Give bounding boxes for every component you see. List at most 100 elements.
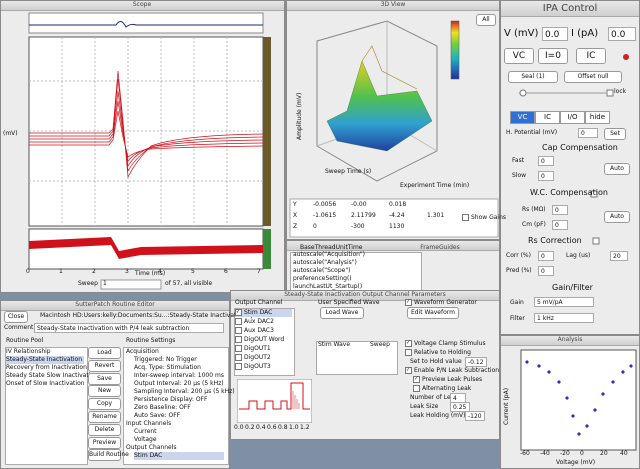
title-bar — [501, 1, 639, 17]
label: -4.24 — [389, 212, 405, 219]
label: Steady-State Inactivation — [6, 356, 84, 364]
label: 1130 — [389, 223, 405, 230]
label: Output Channel — [235, 299, 283, 306]
tab[interactable]: I/O — [560, 111, 585, 124]
button[interactable]: Close — [4, 311, 28, 323]
title-bar — [1, 1, 284, 11]
label: IPA Control — [542, 3, 598, 14]
label: 2.11799 — [351, 212, 376, 219]
label: Set to Hold value — [410, 358, 462, 365]
button[interactable]: Seal (1) — [508, 71, 558, 83]
label: 6 — [224, 268, 228, 275]
label: Steady-State Inactivation Output Channel… — [284, 291, 446, 298]
label: Filter — [510, 315, 525, 322]
label: Output Channels — [126, 444, 177, 451]
input-field: 0.0 — [542, 27, 568, 41]
label: Cap Compensation — [542, 143, 618, 152]
label: Slow — [512, 172, 527, 179]
button[interactable]: Save — [88, 372, 121, 385]
button[interactable]: Rename — [88, 411, 121, 423]
label: Onset of Slow Inactivation — [6, 380, 85, 387]
label: 1.301 — [427, 212, 445, 219]
label: Current — [134, 428, 157, 435]
label: DigOUT1 — [235, 345, 292, 353]
label: 0 — [580, 450, 584, 457]
button[interactable]: Load — [88, 347, 121, 359]
label: Alternating Leak — [413, 385, 471, 393]
waveform-plot — [237, 379, 312, 423]
input-field: 0 — [578, 128, 598, 138]
button[interactable]: Load Wave — [320, 307, 364, 319]
label: Routine Settings — [126, 337, 176, 344]
analysis-window — [500, 335, 640, 469]
label: 0.018 — [389, 201, 407, 208]
label: launchLastUt_Startup() — [293, 283, 363, 290]
input-field: 0 — [538, 266, 554, 276]
label: Pred (%) — [506, 267, 532, 274]
label: 1.0 — [289, 424, 299, 431]
label: Gain — [510, 299, 524, 306]
label: 0.4 — [256, 424, 266, 431]
tab[interactable]: hide — [585, 111, 610, 124]
button[interactable]: Copy — [88, 398, 121, 411]
label: Leak Holding (mV) — [410, 412, 466, 419]
label: 5 — [191, 268, 195, 275]
label: Voltage Clamp Stimulus — [405, 340, 486, 348]
title-bar — [1, 301, 229, 311]
button[interactable]: All — [476, 14, 496, 26]
button[interactable]: New — [88, 385, 121, 398]
label: Acq. Type: Stimulation — [134, 364, 201, 371]
button[interactable]: Preview — [88, 436, 121, 449]
input-field: 5 mV/pA — [534, 297, 594, 307]
label: Analysis — [557, 336, 583, 343]
label: Sampling Interval: 200 µs (5 kHz) — [134, 388, 235, 395]
scope-plot — [28, 12, 271, 290]
input-field: 0.0 — [608, 27, 636, 41]
label: Voltage (mV) — [556, 459, 596, 466]
button[interactable]: Auto — [604, 163, 630, 175]
label: Cm (pF) — [522, 221, 546, 228]
label: 40 — [620, 450, 628, 457]
button[interactable]: VC — [504, 48, 534, 64]
button[interactable]: Offset null — [564, 71, 622, 83]
button[interactable]: I=0 — [538, 48, 568, 64]
button[interactable]: Edit Waveform — [407, 307, 459, 319]
label: 20 — [600, 450, 608, 457]
label: Waveform Generator — [405, 299, 477, 307]
scope-window — [0, 0, 285, 293]
label: Y — [293, 201, 297, 208]
button[interactable]: IC — [576, 48, 606, 64]
label: DigOUT2 — [235, 354, 292, 362]
label: Zero Baseline: OFF — [134, 404, 191, 411]
label: DigOUT Word — [235, 336, 292, 344]
label: Amplitude (mV) — [296, 92, 303, 140]
label: Preview Leak Pulses — [413, 376, 482, 384]
button[interactable]: Set — [604, 128, 626, 140]
label: 3 — [125, 268, 129, 275]
input-field: 0 — [552, 205, 568, 215]
label: 3D View — [380, 1, 406, 8]
label: Comment — [4, 324, 34, 331]
label: autoscale("Analysis") — [293, 259, 357, 266]
label: Scope — [132, 1, 152, 8]
label: Stim DAC — [134, 452, 224, 460]
label: SutterPatch Routine Editor — [75, 301, 155, 308]
button[interactable]: Build Routine — [88, 449, 129, 462]
tab[interactable]: IC — [535, 111, 560, 124]
label: FrameGuides — [420, 244, 460, 251]
input-field: Steady-State Inactivation with P/4 leak … — [34, 323, 224, 333]
tab[interactable]: VC — [510, 111, 535, 124]
button[interactable]: Auto — [604, 211, 630, 223]
label: Show Gains — [462, 214, 506, 222]
label: Routine Pool — [6, 337, 44, 344]
label: Leak Size — [410, 403, 439, 410]
label: 2 — [92, 268, 96, 275]
label: -20 — [560, 450, 570, 457]
label: -60 — [520, 450, 530, 457]
button[interactable]: Delete — [88, 423, 121, 436]
button[interactable]: Revert — [88, 359, 121, 372]
label: autoscale("Scope") — [293, 267, 351, 274]
label: Rs Correction — [528, 236, 582, 245]
label: 0.0 — [234, 424, 244, 431]
